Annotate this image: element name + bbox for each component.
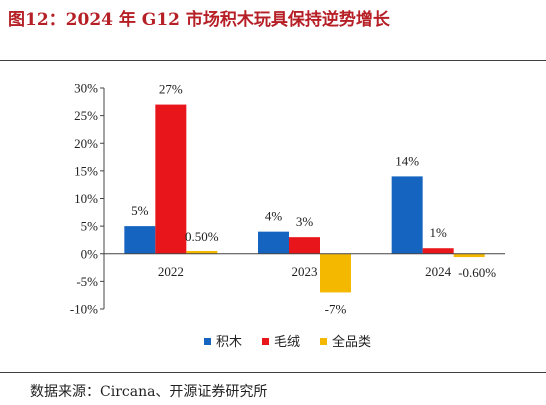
- x-category-label: 2023: [292, 264, 318, 279]
- data-label: -7%: [325, 301, 347, 316]
- legend-swatch: [262, 338, 269, 345]
- legend: 积木 毛绒 全品类: [204, 334, 371, 349]
- data-label: 1%: [429, 225, 447, 240]
- x-category-label: 2024: [425, 264, 452, 279]
- y-tick-label: -5%: [76, 274, 98, 289]
- bars: [124, 104, 485, 293]
- bottom-divider: [0, 372, 546, 373]
- bar: [155, 104, 187, 254]
- legend-label: 毛绒: [274, 334, 300, 349]
- y-tick-label: -10%: [70, 302, 98, 317]
- y-tick-label: 20%: [74, 136, 98, 151]
- bar: [320, 253, 351, 293]
- data-label: 27%: [159, 82, 183, 97]
- bar: [422, 248, 454, 254]
- bar: [289, 237, 320, 254]
- bar: [124, 226, 156, 254]
- x-axis: 2022 2023 2024: [104, 253, 505, 279]
- y-tick-label: 25%: [74, 108, 98, 123]
- bar: [186, 250, 218, 254]
- legend-swatch: [320, 338, 327, 345]
- top-divider: [0, 60, 546, 61]
- data-label: 0.50%: [185, 229, 219, 244]
- x-category-label: 2022: [158, 264, 184, 279]
- y-tick-label: 30%: [74, 81, 98, 96]
- data-label: 3%: [296, 214, 314, 229]
- chart-title: 图12：2024 年 G12 市场积木玩具保持逆势增长: [8, 10, 390, 30]
- y-tick-label: 10%: [74, 191, 98, 206]
- data-label: 5%: [131, 203, 149, 218]
- data-label: -0.60%: [458, 265, 496, 280]
- bar: [391, 176, 423, 254]
- bar-chart: -10% -5% 0% 5% 10% 15% 20% 25% 30% 5% 27% 0.50% 4% 3…: [70, 81, 505, 349]
- data-label: 14%: [395, 153, 419, 168]
- y-tick-label: 5%: [81, 219, 99, 234]
- y-axis: -10% -5% 0% 5% 10% 15% 20% 25% 30%: [70, 81, 105, 317]
- y-tick-label: 0%: [81, 246, 99, 261]
- data-labels: 5% 27% 0.50% 4% 3% -7% 14% 1% -0.60%: [131, 82, 496, 317]
- source-note: 数据来源：Circana、开源证券研究所: [30, 384, 268, 400]
- y-tick-label: 15%: [74, 163, 98, 178]
- legend-label: 全品类: [332, 334, 371, 349]
- data-label: 4%: [265, 209, 283, 224]
- legend-swatch: [204, 338, 211, 345]
- bar: [453, 253, 485, 258]
- legend-label: 积木: [216, 334, 242, 349]
- bar: [258, 231, 289, 254]
